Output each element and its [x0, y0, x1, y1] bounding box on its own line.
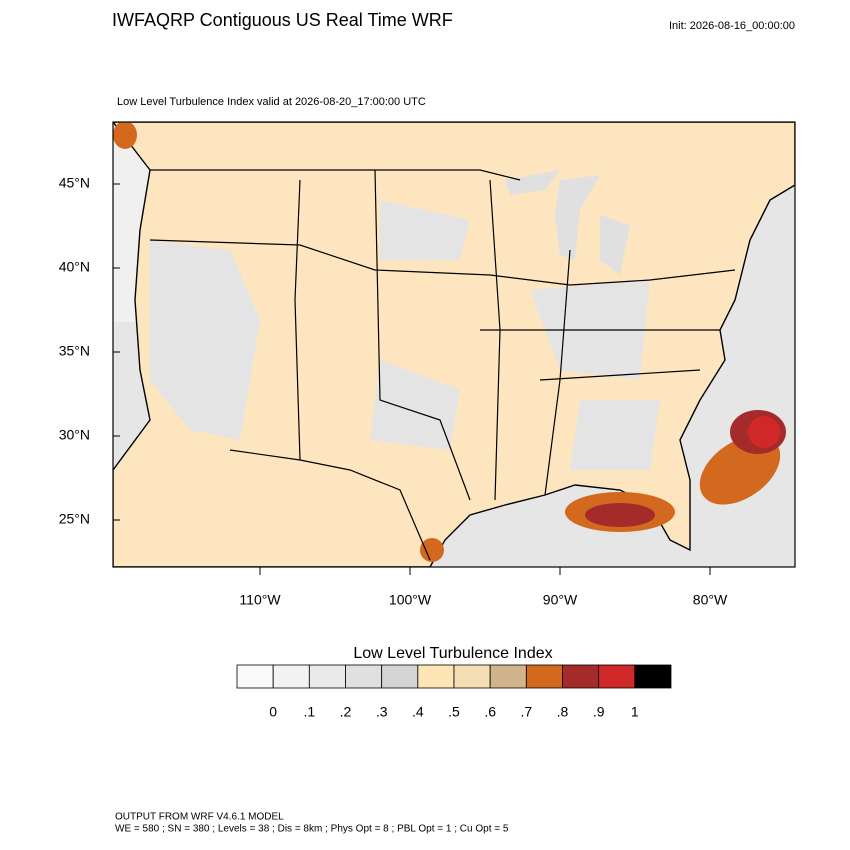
gray-region — [380, 200, 470, 260]
colorbar-box — [598, 664, 636, 689]
lon-tick-label: 90°W — [543, 592, 578, 608]
lat-tick-label: 30°N — [59, 427, 90, 443]
colorbar-tick-label: .2 — [340, 704, 352, 720]
colorbar-tick-label: 1 — [631, 704, 639, 720]
borders — [149, 169, 736, 561]
colorbar-tick-label: .9 — [593, 704, 605, 720]
colorbar-box — [525, 664, 563, 689]
lon-tick-label: 100°W — [389, 592, 432, 608]
colorbar-box — [272, 664, 310, 689]
lake — [600, 215, 630, 275]
map-frame — [112, 121, 796, 568]
lon-tick-label: 110°W — [239, 592, 281, 608]
gray-region — [370, 360, 460, 450]
gray-region — [150, 240, 260, 440]
hotspot — [420, 538, 444, 562]
lat-tick-label: 25°N — [59, 511, 90, 527]
hotspot — [585, 503, 655, 527]
lat-tick-label: 40°N — [59, 259, 90, 275]
lake — [555, 175, 600, 260]
colorbar-box — [489, 664, 527, 689]
lon-tick-label: 80°W — [693, 592, 728, 608]
colorbar-tick-label: .5 — [448, 704, 460, 720]
colorbar-tick-label: .7 — [520, 704, 532, 720]
footer-line: WE = 580 ; SN = 380 ; Levels = 38 ; Dis … — [115, 824, 509, 835]
colorbar-box — [634, 664, 672, 689]
lat-tick-label: 35°N — [59, 343, 90, 359]
colorbar-box — [453, 664, 491, 689]
colorbar-tick-label: .1 — [303, 704, 315, 720]
colorbar-box — [345, 664, 383, 689]
map-field — [113, 122, 795, 567]
colorbar-title: Low Level Turbulence Index — [353, 645, 552, 662]
hotspot — [748, 416, 780, 448]
colorbar-box — [236, 664, 274, 689]
colorbar-tick-label: .4 — [412, 704, 424, 720]
lat-tick-label: 45°N — [59, 175, 90, 191]
init-time: Init: 2026-08-16_00:00:00 — [669, 20, 795, 32]
colorbar-box — [417, 664, 455, 689]
colorbar-tick-label: .3 — [376, 704, 388, 720]
colorbar-tick-label: 0 — [269, 704, 277, 720]
colorbar-tick-label: .6 — [484, 704, 496, 720]
hotspot — [113, 122, 137, 149]
subtitle: Low Level Turbulence Index valid at 2026… — [117, 96, 426, 108]
colorbar-tick-label: .8 — [557, 704, 569, 720]
colorbar-box — [562, 664, 600, 689]
gray-region — [570, 400, 660, 470]
lake — [505, 170, 560, 195]
title: IWFAQRP Contiguous US Real Time WRF — [112, 10, 453, 30]
colorbar-box — [308, 664, 346, 689]
colorbar-box — [381, 664, 419, 689]
footer-line: OUTPUT FROM WRF V4.6.1 MODEL — [115, 812, 284, 823]
